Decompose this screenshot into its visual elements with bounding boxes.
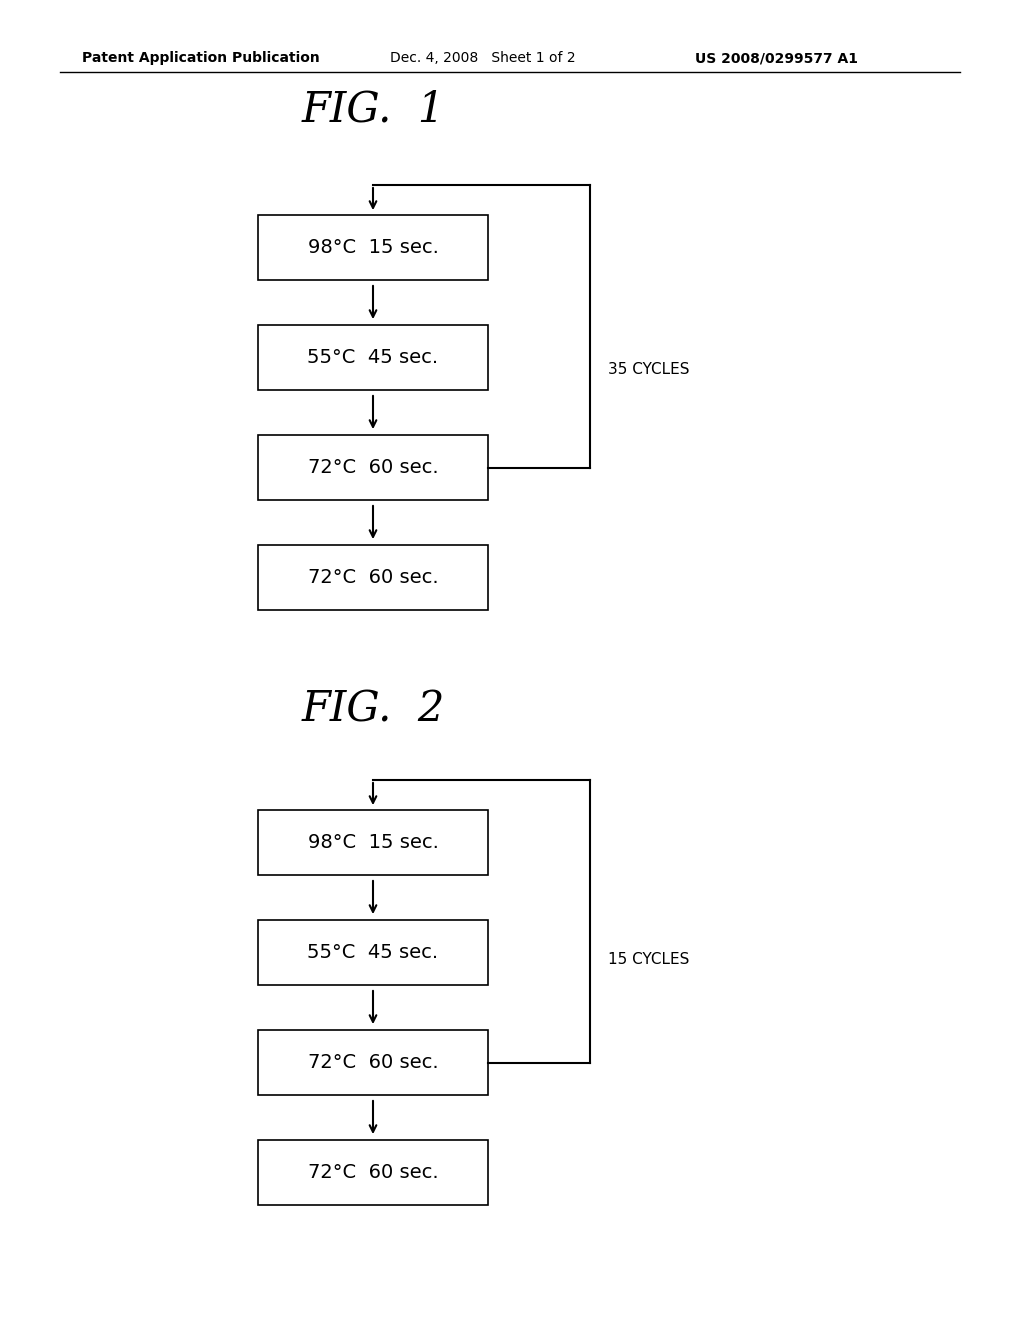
Text: 72°C  60 sec.: 72°C 60 sec.: [307, 458, 438, 477]
Bar: [258, 325, 488, 389]
Text: Patent Application Publication: Patent Application Publication: [82, 51, 319, 65]
Text: 72°C  60 sec.: 72°C 60 sec.: [307, 1163, 438, 1181]
Text: 72°C  60 sec.: 72°C 60 sec.: [307, 1053, 438, 1072]
Bar: [258, 1140, 488, 1205]
Text: US 2008/0299577 A1: US 2008/0299577 A1: [695, 51, 858, 65]
Text: 72°C  60 sec.: 72°C 60 sec.: [307, 568, 438, 587]
Text: FIG.  1: FIG. 1: [301, 88, 444, 131]
Text: Dec. 4, 2008   Sheet 1 of 2: Dec. 4, 2008 Sheet 1 of 2: [390, 51, 575, 65]
Text: 98°C  15 sec.: 98°C 15 sec.: [307, 238, 438, 257]
Text: FIG.  2: FIG. 2: [301, 689, 444, 731]
Bar: [258, 920, 488, 985]
Bar: [258, 810, 488, 875]
Bar: [258, 215, 488, 280]
Text: 55°C  45 sec.: 55°C 45 sec.: [307, 348, 438, 367]
Text: 35 CYCLES: 35 CYCLES: [608, 363, 689, 378]
Text: 55°C  45 sec.: 55°C 45 sec.: [307, 942, 438, 962]
Text: 98°C  15 sec.: 98°C 15 sec.: [307, 833, 438, 851]
Bar: [258, 436, 488, 500]
Bar: [258, 545, 488, 610]
Bar: [258, 1030, 488, 1096]
Text: 15 CYCLES: 15 CYCLES: [608, 953, 689, 968]
